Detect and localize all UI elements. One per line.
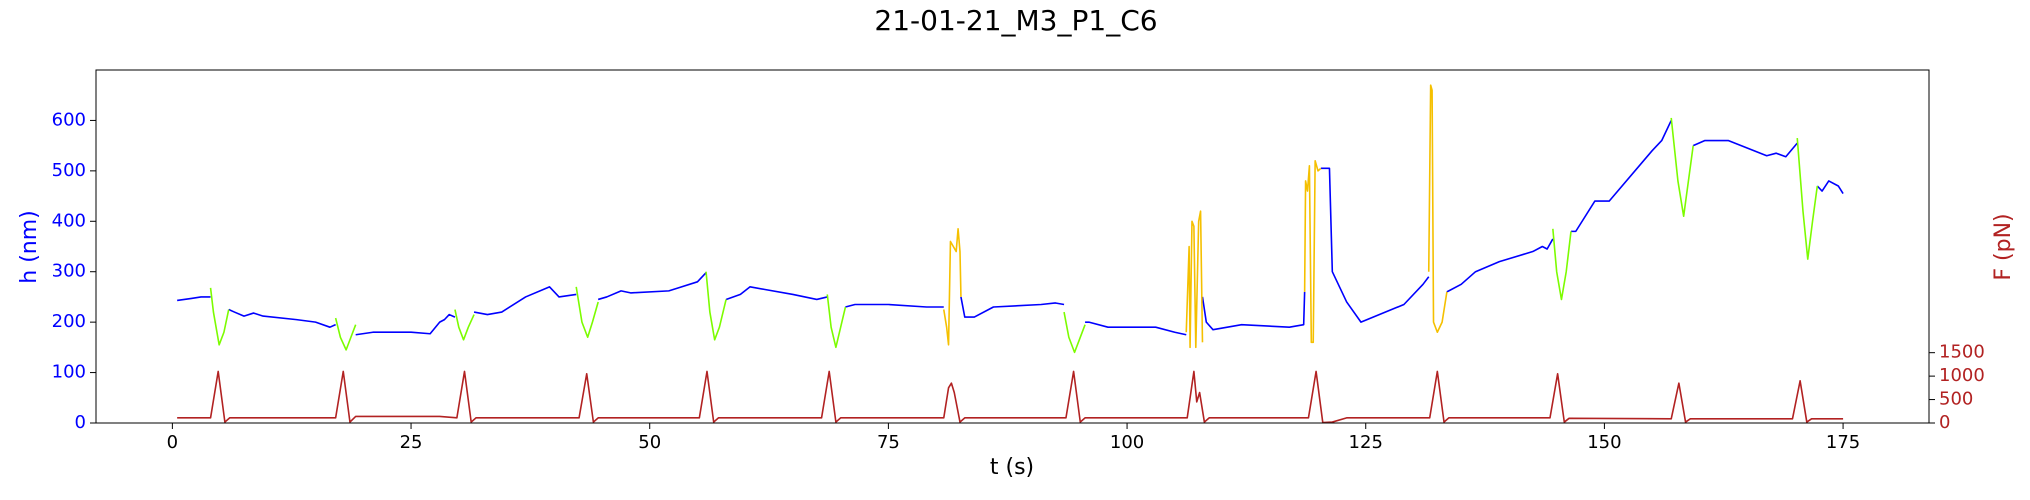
y2-axis-label: F (pN) [1991, 213, 2016, 280]
y-tick-label: 600 [52, 109, 86, 130]
x-tick-label: 175 [1826, 432, 1860, 453]
y2-tick-label: 0 [1939, 412, 1950, 433]
y-tick-label: 0 [75, 412, 86, 433]
data-line [177, 370, 1844, 424]
x-tick-label: 25 [400, 432, 423, 453]
y-tick-label: 200 [52, 311, 86, 332]
y-tick-label: 400 [52, 210, 86, 231]
x-tick-label: 75 [877, 432, 900, 453]
data-line [177, 120, 1844, 336]
y-tick-label: 100 [52, 362, 86, 383]
y2-tick-label: 500 [1939, 389, 1973, 410]
plot-frame [95, 69, 1930, 424]
y-tick-label: 500 [52, 160, 86, 181]
x-tick-label: 100 [1110, 432, 1144, 453]
data-line [209, 117, 1819, 354]
y-axis-label: h (nm) [17, 210, 42, 283]
data-line [942, 84, 1448, 349]
y-tick-label: 300 [52, 261, 86, 282]
chart-title: 21-01-21_M3_P1_C6 [874, 4, 1157, 37]
x-tick-label: 125 [1349, 432, 1383, 453]
y2-tick-label: 1000 [1939, 365, 1985, 386]
x-tick-label: 50 [638, 432, 661, 453]
x-tick-label: 150 [1587, 432, 1621, 453]
x-axis-label: t (s) [990, 455, 1034, 480]
x-tick-label: 0 [167, 432, 178, 453]
y2-tick-label: 1500 [1939, 342, 1985, 363]
